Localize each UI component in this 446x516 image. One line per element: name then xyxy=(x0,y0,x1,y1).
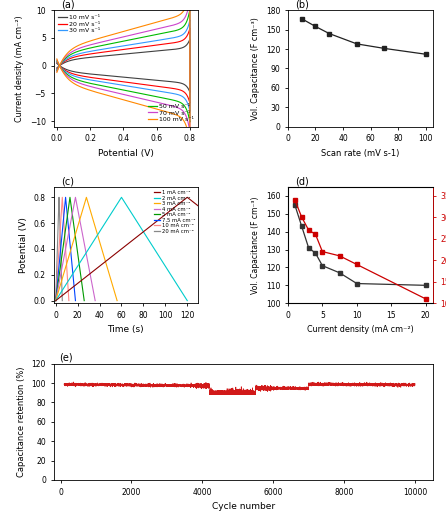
X-axis label: Time (s): Time (s) xyxy=(107,326,144,334)
Text: (b): (b) xyxy=(295,0,309,9)
Text: (c): (c) xyxy=(61,176,74,186)
Text: (a): (a) xyxy=(61,0,74,9)
Y-axis label: Current density (mA cm⁻²): Current density (mA cm⁻²) xyxy=(15,15,25,122)
X-axis label: Current density (mA cm⁻²): Current density (mA cm⁻²) xyxy=(307,326,413,334)
Legend: 50 mV s⁻¹, 70 mV s⁻¹, 100 mV s⁻¹: 50 mV s⁻¹, 70 mV s⁻¹, 100 mV s⁻¹ xyxy=(146,102,195,123)
Y-axis label: Capacitance retention (%): Capacitance retention (%) xyxy=(17,366,26,477)
X-axis label: Cycle number: Cycle number xyxy=(211,502,275,511)
X-axis label: Potential (V): Potential (V) xyxy=(98,149,154,158)
Text: (d): (d) xyxy=(295,176,309,186)
Legend: 1 mA cm⁻², 2 mA cm⁻², 3 mA cm⁻², 4 mA cm⁻², 5 mA cm⁻², 7.5 mA cm⁻², 10 mA cm⁻², : 1 mA cm⁻², 2 mA cm⁻², 3 mA cm⁻², 4 mA cm… xyxy=(153,189,196,234)
Y-axis label: Potential (V): Potential (V) xyxy=(19,217,28,273)
Y-axis label: Vol. Capacitance (F cm⁻³): Vol. Capacitance (F cm⁻³) xyxy=(251,17,260,120)
Text: (e): (e) xyxy=(59,353,73,363)
Y-axis label: Vol. Capacitance (F cm⁻³): Vol. Capacitance (F cm⁻³) xyxy=(251,197,260,294)
X-axis label: Scan rate (mV s-1): Scan rate (mV s-1) xyxy=(321,149,400,158)
